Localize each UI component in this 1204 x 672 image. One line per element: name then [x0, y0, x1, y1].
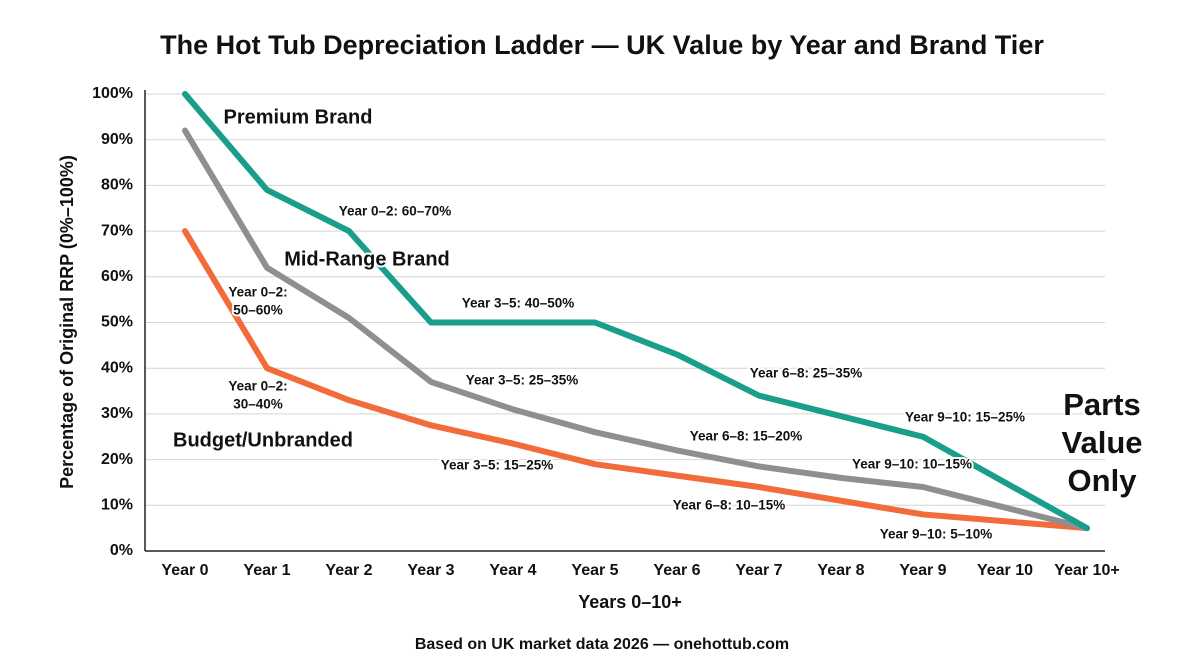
x-tick-label: Year 0: [161, 562, 208, 579]
annotation: 30–40%: [233, 397, 283, 412]
chart-title: The Hot Tub Depreciation Ladder — UK Val…: [160, 30, 1044, 60]
series-line: [182, 91, 1090, 532]
x-tick-label: Year 8: [817, 562, 864, 579]
annotation: Year 6–8: 15–20%: [690, 429, 803, 444]
x-tick-label: Year 3: [407, 562, 454, 579]
series-label: Mid-Range Brand: [284, 248, 450, 270]
annotation: Year 6–8: 25–35%: [750, 366, 863, 381]
annotation: Year 3–5: 40–50%: [462, 296, 575, 311]
y-tick-label: 30%: [101, 405, 133, 422]
annotation: Year 0–2:: [228, 285, 287, 300]
x-tick-label: Year 10: [977, 562, 1033, 579]
y-tick-label: 10%: [101, 497, 133, 514]
annotation: Year 3–5: 15–25%: [441, 458, 554, 473]
y-tick-label: 100%: [92, 85, 133, 102]
series-label: Budget/Unbranded: [173, 429, 353, 451]
x-tick-label: Year 2: [325, 562, 372, 579]
x-axis-label: Years 0–10+: [578, 592, 682, 612]
x-tick-label: Year 9: [899, 562, 946, 579]
y-tick-label: 40%: [101, 359, 133, 376]
x-tick-label: Year 6: [653, 562, 700, 579]
x-tick-label: Year 7: [735, 562, 782, 579]
end-annotation: Value: [1062, 425, 1143, 460]
end-annotation: Only: [1068, 463, 1138, 498]
series-line: [182, 127, 1090, 532]
annotation: Year 0–2: 60–70%: [339, 204, 452, 219]
end-annotation: Parts: [1063, 387, 1141, 422]
annotation: Year 9–10: 10–15%: [852, 457, 972, 472]
y-axis-label: Percentage of Original RRP (0%–100%): [57, 155, 77, 489]
x-tick-label: Year 1: [243, 562, 290, 579]
y-tick-label: 80%: [101, 177, 133, 194]
y-tick-label: 90%: [101, 131, 133, 148]
annotation: Year 3–5: 25–35%: [466, 373, 579, 388]
annotation: Year 9–10: 15–25%: [905, 410, 1025, 425]
series-label: Premium Brand: [224, 106, 373, 128]
annotation: 50–60%: [233, 303, 283, 318]
x-tick-label: Year 4: [489, 562, 536, 579]
x-tick-label: Year 10+: [1054, 562, 1119, 579]
y-tick-label: 20%: [101, 451, 133, 468]
y-tick-label: 70%: [101, 222, 133, 239]
y-tick-label: 50%: [101, 314, 133, 331]
y-tick-label: 60%: [101, 268, 133, 285]
series-line: [182, 228, 1090, 532]
y-tick-label: 0%: [110, 542, 133, 559]
annotation: Year 6–8: 10–15%: [673, 498, 786, 513]
annotation: Year 9–10: 5–10%: [880, 527, 993, 542]
annotation: Year 0–2:: [228, 379, 287, 394]
x-tick-label: Year 5: [571, 562, 618, 579]
source-note: Based on UK market data 2026 — onehottub…: [415, 636, 789, 653]
